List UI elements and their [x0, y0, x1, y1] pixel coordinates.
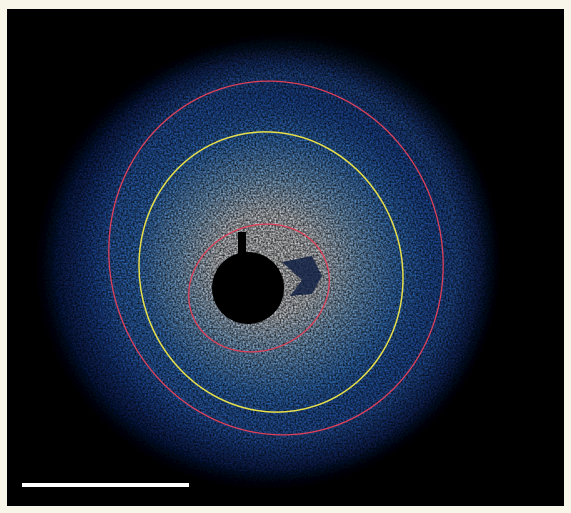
yellow-ellipse [138, 131, 404, 413]
inner-red-ellipse [188, 223, 330, 353]
dark-artifact [282, 256, 322, 296]
coronagraph-mask [212, 252, 284, 324]
outer-red-ellipse [108, 80, 444, 436]
spider-shadow [238, 232, 246, 254]
scale-bar [22, 483, 189, 487]
